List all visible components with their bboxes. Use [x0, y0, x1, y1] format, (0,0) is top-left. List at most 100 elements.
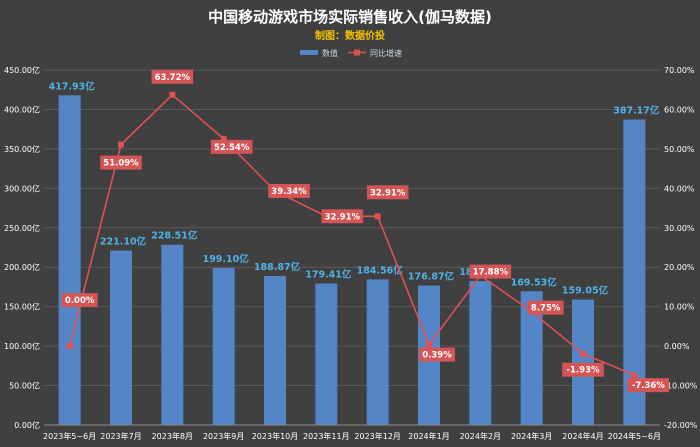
- left-tick-label: 0.00亿: [14, 420, 40, 430]
- legend: 数值 同比增速: [300, 48, 402, 58]
- growth-label: -1.93%: [562, 362, 604, 377]
- growth-label-box: [627, 378, 670, 393]
- x-tick-label: 2023年11月: [303, 431, 350, 441]
- growth-label-text: 32.91%: [370, 188, 406, 198]
- bar-value-label: 184.56亿: [357, 264, 404, 276]
- right-tick-label: 40.00%: [664, 184, 695, 193]
- growth-label-box: [562, 362, 604, 377]
- bar-value-label: 387.17亿: [613, 105, 660, 117]
- growth-label-text: 0.39%: [422, 351, 452, 361]
- bar: [623, 119, 646, 425]
- growth-label-text: 51.09%: [103, 159, 139, 169]
- x-tick-label: 2023年10月: [252, 431, 299, 441]
- growth-label: 32.91%: [321, 209, 364, 224]
- growth-label-text: 0.00%: [65, 296, 95, 306]
- growth-labels: 0.00% 51.09% 63.72% 52.54% 39.34% 32.91% 32.91…: [61, 69, 670, 393]
- bar: [110, 250, 132, 425]
- growth-label-text: 52.54%: [214, 143, 250, 153]
- bar: [315, 283, 338, 425]
- right-axis: -20.00% -10.00% 0.00% 10.00% 20.00% 30.00% 40.…: [664, 66, 698, 430]
- right-tick-label: 0.00%: [664, 342, 690, 351]
- growth-label: 63.72%: [151, 69, 194, 84]
- bars: [58, 95, 646, 425]
- right-tick-label: 20.00%: [664, 263, 695, 272]
- growth-marker: [631, 372, 638, 379]
- bar-value-label: 417.93亿: [49, 80, 96, 92]
- right-tick-label: -20.00%: [664, 421, 698, 430]
- growth-label: 8.75%: [527, 300, 564, 315]
- growth-label-text: 63.72%: [155, 73, 191, 83]
- x-tick-label: 2024年2月: [460, 431, 501, 441]
- right-tick-label: -10.00%: [664, 382, 698, 391]
- x-tick-label: 2024年1月: [408, 431, 449, 441]
- right-tick-label: 60.00%: [664, 105, 695, 114]
- left-tick-label: 400.00亿: [4, 104, 40, 114]
- x-tick-label: 2023年12月: [354, 431, 401, 441]
- growth-label-text: 39.34%: [271, 187, 307, 197]
- left-tick-label: 300.00亿: [4, 183, 40, 193]
- bar-value-label: 188.87亿: [254, 261, 301, 273]
- x-tick-label: 2024年3月: [511, 431, 552, 441]
- growth-label: 17.88%: [469, 264, 512, 279]
- growth-label: 0.39%: [419, 347, 455, 362]
- right-tick-label: 10.00%: [664, 303, 695, 312]
- growth-label-text: 8.75%: [531, 304, 561, 314]
- growth-marker: [118, 141, 124, 148]
- growth-label: 39.34%: [268, 183, 310, 198]
- growth-label-box: [61, 293, 98, 308]
- left-tick-label: 200.00亿: [4, 262, 40, 272]
- bar: [58, 95, 81, 425]
- bar: [366, 279, 389, 425]
- bar: [572, 299, 594, 425]
- growth-label: 32.91%: [366, 185, 409, 200]
- growth-label-text: 17.88%: [473, 268, 509, 278]
- left-tick-label: 150.00亿: [4, 302, 40, 312]
- right-tick-label: 30.00%: [664, 224, 695, 233]
- growth-label-box: [151, 69, 194, 84]
- bar: [161, 244, 184, 425]
- bar: [264, 276, 286, 425]
- left-tick-label: 350.00亿: [4, 144, 40, 154]
- growth-marker: [66, 343, 73, 350]
- growth-label-box: [469, 264, 512, 279]
- legend-line-marker: [354, 49, 360, 56]
- bar-value-label: 221.10亿: [100, 236, 147, 248]
- growth-label-box: [210, 139, 253, 154]
- growth-label-text: -7.36%: [632, 381, 665, 391]
- legend-bar-label: 数值: [322, 48, 338, 58]
- growth-label-box: [100, 155, 142, 170]
- x-tick-label: 2024年4月: [562, 431, 603, 441]
- growth-marker: [220, 135, 227, 142]
- left-axis: 0.00亿 50.00亿 100.00亿 150.00亿 200.00亿 250.00亿 3…: [4, 65, 40, 430]
- x-tick-label: 2023年8月: [152, 431, 193, 441]
- legend-bar-swatch: [300, 50, 318, 55]
- left-tick-label: 250.00亿: [4, 223, 40, 233]
- bar-value-label: 176.87亿: [408, 270, 455, 282]
- chart-title: 中国移动游戏市场实际销售收入(伽马数据): [208, 8, 492, 26]
- growth-label-text: -1.93%: [566, 366, 599, 376]
- bar-value-label: 228.51亿: [151, 230, 198, 242]
- bar-value-label: 169.53亿: [511, 276, 558, 288]
- growth-label: 51.09%: [100, 155, 142, 170]
- growth-label: 0.00%: [61, 293, 98, 308]
- growth-label-box: [527, 300, 564, 315]
- bar: [469, 280, 492, 425]
- growth-marker: [374, 213, 381, 220]
- left-tick-label: 450.00亿: [4, 65, 40, 75]
- chart-subtitle: 制图：数据价投: [315, 29, 385, 42]
- growth-label: -7.36%: [627, 378, 670, 393]
- bar: [520, 291, 543, 425]
- growth-marker: [426, 341, 432, 348]
- growth-marker: [580, 350, 586, 357]
- bar-value-label: 199.10亿: [203, 253, 250, 265]
- left-tick-label: 100.00亿: [4, 341, 40, 351]
- right-tick-label: 50.00%: [664, 145, 695, 154]
- growth-label-box: [419, 347, 455, 362]
- x-axis: 2023年5~6月 2023年7月 2023年8月 2023年9月 2023年10月 20…: [43, 424, 661, 441]
- growth-label: 52.54%: [210, 139, 253, 154]
- legend-line-label: 同比增速: [370, 48, 402, 58]
- x-tick-label: 2023年9月: [203, 431, 244, 441]
- growth-label-box: [321, 209, 364, 224]
